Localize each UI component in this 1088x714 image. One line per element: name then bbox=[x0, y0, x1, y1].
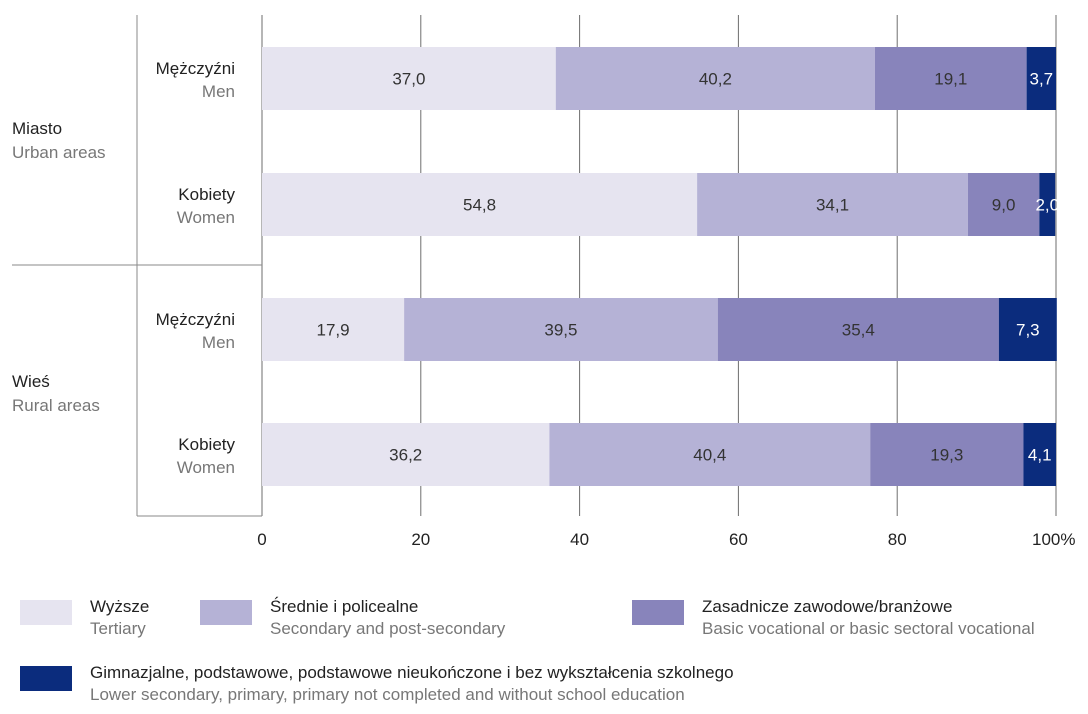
bar-segment bbox=[404, 298, 718, 361]
legend-swatch-lower-secondary bbox=[20, 666, 72, 691]
bar-segment bbox=[697, 173, 968, 236]
legend-swatch-tertiary bbox=[20, 600, 72, 625]
legend-label-pl: Zasadnicze zawodowe/branżowe bbox=[702, 597, 953, 616]
bar-segment bbox=[549, 423, 871, 486]
bar-segment bbox=[967, 173, 1040, 236]
data-label: 2,0 bbox=[1035, 196, 1059, 215]
data-label: 54,8 bbox=[463, 196, 496, 215]
data-label: 36,2 bbox=[389, 446, 422, 465]
bar-label-pl: Kobiety bbox=[178, 435, 235, 454]
data-label: 9,0 bbox=[992, 196, 1016, 215]
data-label: 19,1 bbox=[934, 70, 967, 89]
legend-label-pl: Wyższe bbox=[90, 597, 150, 616]
legend-swatch-vocational bbox=[632, 600, 684, 625]
bar-segment bbox=[1023, 423, 1056, 486]
data-label: 17,9 bbox=[317, 321, 350, 340]
legend-label-en: Lower secondary, primary, primary not co… bbox=[90, 685, 685, 704]
bar-segment bbox=[262, 47, 556, 110]
bar-segment bbox=[874, 47, 1027, 110]
data-label: 35,4 bbox=[842, 321, 875, 340]
bar-segment bbox=[998, 298, 1057, 361]
x-tick-label: 60 bbox=[729, 530, 748, 549]
bar-label-pl: Mężczyźni bbox=[156, 59, 235, 78]
group-label-pl: Miasto bbox=[12, 119, 62, 138]
bar-segment bbox=[717, 298, 999, 361]
data-label: 40,2 bbox=[699, 70, 732, 89]
data-label: 3,7 bbox=[1029, 70, 1053, 89]
bar-label-en: Women bbox=[177, 458, 235, 477]
legend-label-en: Basic vocational or basic sectoral vocat… bbox=[702, 619, 1035, 638]
bar-segment bbox=[262, 298, 405, 361]
bar-segment bbox=[262, 173, 698, 236]
bar-segment bbox=[1026, 47, 1056, 110]
legend-swatch-secondary bbox=[200, 600, 252, 625]
bar-segment bbox=[1039, 173, 1056, 236]
legend-label-pl: Gimnazjalne, podstawowe, podstawowe nieu… bbox=[90, 663, 734, 682]
bar-label-pl: Kobiety bbox=[178, 185, 235, 204]
x-tick-label: 0 bbox=[257, 530, 266, 549]
bar-segment bbox=[262, 423, 550, 486]
group-label-en: Urban areas bbox=[12, 143, 106, 162]
data-label: 37,0 bbox=[392, 70, 425, 89]
group-label-en: Rural areas bbox=[12, 396, 100, 415]
bar-segment bbox=[555, 47, 875, 110]
legend-label-en: Secondary and post-secondary bbox=[270, 619, 506, 638]
x-tick-label: 40 bbox=[570, 530, 589, 549]
data-label: 7,3 bbox=[1016, 321, 1040, 340]
bar-label-en: Women bbox=[177, 208, 235, 227]
data-label: 39,5 bbox=[544, 321, 577, 340]
data-label: 19,3 bbox=[930, 446, 963, 465]
x-tick-label: 100% bbox=[1032, 530, 1075, 549]
bar-segment bbox=[870, 423, 1024, 486]
data-label: 40,4 bbox=[693, 446, 726, 465]
x-tick-label: 20 bbox=[411, 530, 430, 549]
bar-label-pl: Mężczyźni bbox=[156, 310, 235, 329]
stacked-bar-chart: 37,0 40,2 19,1 3,7 Mężczyźni Men 54,8 34,1 9,0 2,… bbox=[12, 15, 1075, 549]
legend-label-pl: Średnie i policealne bbox=[270, 597, 419, 616]
x-tick-label: 80 bbox=[888, 530, 907, 549]
legend-label-en: Tertiary bbox=[90, 619, 146, 638]
data-label: 34,1 bbox=[816, 196, 849, 215]
bar-label-en: Men bbox=[202, 82, 235, 101]
bar-label-en: Men bbox=[202, 333, 235, 352]
data-label: 4,1 bbox=[1028, 446, 1052, 465]
group-label-pl: Wieś bbox=[12, 372, 50, 391]
